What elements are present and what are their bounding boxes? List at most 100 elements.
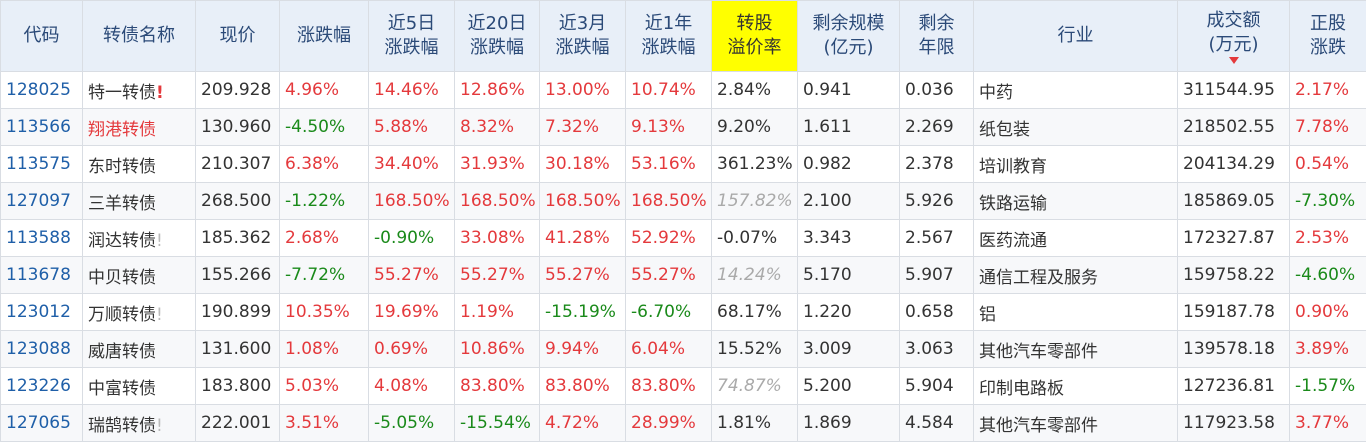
table-row[interactable]: 127097 三羊转债 268.500 -1.22% 168.50% 168.50% 168…: [0, 182, 1366, 220]
cell-price: 222.001: [195, 404, 280, 442]
sort-desc-icon[interactable]: [1228, 56, 1239, 64]
cell-code[interactable]: 113588: [0, 219, 83, 257]
cell-stock_chg: 0.54%: [1289, 145, 1366, 183]
cell-chg1y: 6.04%: [625, 330, 712, 368]
cell-chg1y: -6.70%: [625, 293, 712, 331]
table-row[interactable]: 128025 特一转债! 209.928 4.96% 14.46% 12.86% 13.00…: [0, 71, 1366, 109]
cell-scale: 1.611: [797, 108, 900, 146]
cell-chg20: 1.19%: [454, 293, 540, 331]
header-chg1y-sublabel: 涨跌幅: [641, 37, 696, 58]
cell-chg1y: 55.27%: [625, 256, 712, 294]
cell-code[interactable]: 113575: [0, 145, 83, 183]
cell-chg: 6.38%: [279, 145, 369, 183]
bond-name[interactable]: 润达转债: [88, 230, 156, 251]
bond-name[interactable]: 翔港转债: [88, 119, 156, 140]
cell-chg: -7.72%: [279, 256, 369, 294]
bond-name[interactable]: 中贝转债: [88, 267, 156, 288]
cell-premium: 15.52%: [711, 330, 798, 368]
cell-name[interactable]: 中贝转债: [82, 256, 196, 294]
bond-name[interactable]: 特一转债: [88, 82, 156, 103]
cell-turnover: 159187.78: [1177, 293, 1290, 331]
table-row[interactable]: 123088 威唐转债 131.600 1.08% 0.69% 10.86% 9.94% 6.…: [0, 330, 1366, 368]
cell-premium: 1.81%: [711, 404, 798, 442]
header-chg[interactable]: 涨跌幅: [279, 0, 369, 72]
header-chg3m-label: 近3月: [558, 13, 607, 34]
table-body: 128025 特一转债! 209.928 4.96% 14.46% 12.86% 13.00…: [0, 71, 1366, 442]
cell-years: 2.269: [899, 108, 974, 146]
header-chg20[interactable]: 近20日 涨跌幅: [454, 0, 540, 72]
cell-chg20: 8.32%: [454, 108, 540, 146]
cell-chg3m: 30.18%: [539, 145, 626, 183]
cell-price: 185.362: [195, 219, 280, 257]
header-chg5[interactable]: 近5日 涨跌幅: [368, 0, 455, 72]
cell-code[interactable]: 128025: [0, 71, 83, 109]
header-chg1y[interactable]: 近1年 涨跌幅: [625, 0, 712, 72]
cell-code[interactable]: 123226: [0, 367, 83, 405]
header-chg-label: 涨跌幅: [297, 25, 351, 46]
header-years[interactable]: 剩余 年限: [899, 0, 974, 72]
cell-scale: 0.941: [797, 71, 900, 109]
cell-name[interactable]: 翔港转债: [82, 108, 196, 146]
header-stock_chg[interactable]: 正股 涨跌: [1289, 0, 1366, 72]
table-row[interactable]: 113575 东时转债 210.307 6.38% 34.40% 31.93% 30.18%…: [0, 145, 1366, 183]
bond-name[interactable]: 瑞鹄转债: [88, 415, 156, 436]
cell-chg: 1.08%: [279, 330, 369, 368]
bond-name[interactable]: 东时转债: [88, 156, 156, 177]
cell-premium: 14.24%: [711, 256, 798, 294]
table-row[interactable]: 123226 中富转债 183.800 5.03% 4.08% 83.80% 83.80% 8…: [0, 367, 1366, 405]
cell-name[interactable]: 威唐转债: [82, 330, 196, 368]
cell-name[interactable]: 特一转债!: [82, 71, 196, 109]
cell-scale: 3.009: [797, 330, 900, 368]
bond-name[interactable]: 威唐转债: [88, 341, 156, 362]
header-premium[interactable]: 转股 溢价率: [711, 0, 798, 72]
header-chg5-label: 近5日: [387, 13, 436, 34]
cell-scale: 2.100: [797, 182, 900, 220]
header-price[interactable]: 现价: [195, 0, 280, 72]
cell-scale: 0.982: [797, 145, 900, 183]
cell-chg1y: 53.16%: [625, 145, 712, 183]
cell-chg20: 12.86%: [454, 71, 540, 109]
cell-code[interactable]: 113678: [0, 256, 83, 294]
table-row[interactable]: 123012 万顺转债! 190.899 10.35% 19.69% 1.19% -15.1…: [0, 293, 1366, 331]
cell-stock_chg: 0.90%: [1289, 293, 1366, 331]
table-row[interactable]: 113588 润达转债! 185.362 2.68% -0.90% 33.08% 41.28…: [0, 219, 1366, 257]
cell-name[interactable]: 万顺转债!: [82, 293, 196, 331]
header-chg20-label: 近20日: [467, 13, 527, 34]
cell-price: 130.960: [195, 108, 280, 146]
table-row[interactable]: 113566 翔港转债 130.960 -4.50% 5.88% 8.32% 7.32% 9.…: [0, 108, 1366, 146]
cell-chg20: 31.93%: [454, 145, 540, 183]
cell-premium: -0.07%: [711, 219, 798, 257]
cell-code[interactable]: 123012: [0, 293, 83, 331]
cell-code[interactable]: 123088: [0, 330, 83, 368]
cell-industry: 通信工程及服务: [973, 256, 1178, 294]
cell-chg1y: 52.92%: [625, 219, 712, 257]
cell-scale: 3.343: [797, 219, 900, 257]
cell-name[interactable]: 瑞鹄转债!: [82, 404, 196, 442]
header-name[interactable]: 转债名称: [82, 0, 196, 72]
bond-name[interactable]: 万顺转债: [88, 304, 156, 325]
cell-name[interactable]: 三羊转债: [82, 182, 196, 220]
header-turnover[interactable]: 成交额 (万元): [1177, 0, 1290, 72]
cell-industry: 医药流通: [973, 219, 1178, 257]
cell-industry: 印制电路板: [973, 367, 1178, 405]
table-row[interactable]: 127065 瑞鹄转债! 222.001 3.51% -5.05% -15.54% 4.72…: [0, 404, 1366, 442]
cell-chg5: 4.08%: [368, 367, 455, 405]
cell-name[interactable]: 润达转债!: [82, 219, 196, 257]
table-row[interactable]: 113678 中贝转债 155.266 -7.72% 55.27% 55.27% 55.27…: [0, 256, 1366, 294]
bond-name[interactable]: 中富转债: [88, 378, 156, 399]
cell-chg1y: 83.80%: [625, 367, 712, 405]
header-scale[interactable]: 剩余规模 (亿元): [797, 0, 900, 72]
cell-code[interactable]: 127065: [0, 404, 83, 442]
cell-code[interactable]: 113566: [0, 108, 83, 146]
cell-chg: 2.68%: [279, 219, 369, 257]
cell-code[interactable]: 127097: [0, 182, 83, 220]
cell-name[interactable]: 中富转债: [82, 367, 196, 405]
cell-premium: 2.84%: [711, 71, 798, 109]
cell-chg20: 168.50%: [454, 182, 540, 220]
header-industry[interactable]: 行业: [973, 0, 1178, 72]
header-code[interactable]: 代码: [0, 0, 83, 72]
header-chg3m[interactable]: 近3月 涨跌幅: [539, 0, 626, 72]
cell-chg: 4.96%: [279, 71, 369, 109]
bond-name[interactable]: 三羊转债: [88, 193, 156, 214]
cell-name[interactable]: 东时转债: [82, 145, 196, 183]
